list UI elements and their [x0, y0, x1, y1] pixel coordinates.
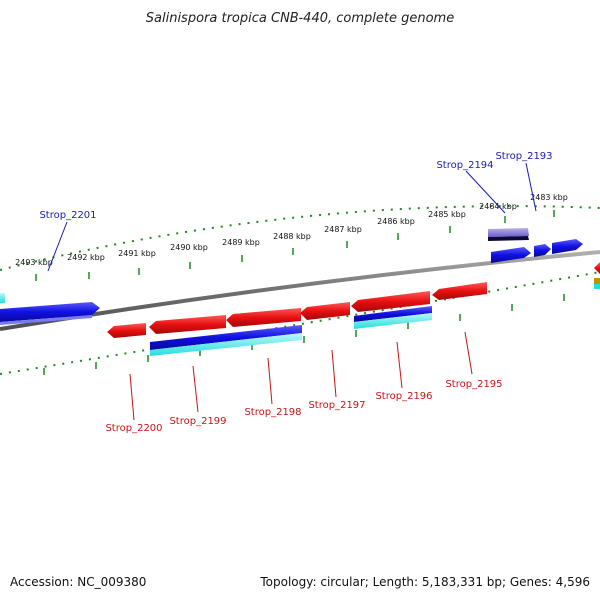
tick-label-2484: 2484 kbp [479, 202, 517, 211]
gene-strop-2200 [107, 323, 146, 338]
tick-label-2485: 2485 kbp [428, 210, 466, 219]
gene-strop-2199 [149, 315, 226, 334]
tick-label-2492: 2492 kbp [67, 253, 105, 262]
gene-label-strop-2196: Strop_2196 [375, 391, 432, 402]
tick-label-2491: 2491 kbp [118, 249, 156, 258]
tick-label-2489: 2489 kbp [222, 238, 260, 247]
gene-strop-2198 [226, 308, 301, 327]
gene-strop-2193-a [491, 247, 531, 263]
gene-label-strop-2197: Strop_2197 [308, 400, 365, 411]
tick-label-2493: 2493 kbp [15, 258, 53, 267]
forward-genes [0, 228, 583, 325]
tick-label-2490: 2490 kbp [170, 243, 208, 252]
gene-label-strop-2199: Strop_2199 [169, 416, 226, 427]
gene-label-strop-2201: Strop_2201 [39, 210, 96, 221]
tick-label-2487: 2487 kbp [324, 225, 362, 234]
gene-strop-2201-shadow [0, 315, 92, 325]
gene-labels-bottom: Strop_2195 Strop_2196 Strop_2197 Strop_2… [105, 379, 502, 434]
gene-stack-cyan-1 [150, 333, 302, 356]
gene-strop-2193-b [534, 244, 551, 257]
gene-left-cyan [0, 293, 5, 303]
gene-strop-2197 [300, 302, 350, 320]
tick-label-2488: 2488 kbp [273, 232, 311, 241]
gene-strop-2196 [351, 291, 430, 312]
gene-label-strop-2195: Strop_2195 [445, 379, 502, 390]
tick-label-2483: 2483 kbp [530, 193, 568, 202]
gene-label-strop-2198: Strop_2198 [244, 407, 301, 418]
gene-label-strop-2193: Strop_2193 [495, 151, 552, 162]
gene-right-olive [594, 278, 600, 284]
gene-strop-2195 [432, 282, 487, 300]
tick-labels: 2483 kbp 2484 kbp 2485 kbp 2486 kbp 2487… [15, 193, 568, 267]
chart-title: Salinispora tropica CNB-440, complete ge… [146, 11, 454, 26]
genome-summary-text: Topology: circular; Length: 5,183,331 bp… [260, 575, 590, 589]
accession-text: Accession: NC_009380 [10, 575, 147, 589]
gene-label-strop-2194: Strop_2194 [436, 160, 493, 171]
reverse-genes [107, 262, 600, 356]
gene-strop-2194-a [488, 228, 529, 237]
label-leaders-bottom [129, 331, 473, 421]
gene-label-strop-2200: Strop_2200 [105, 423, 162, 434]
label-leaders-top [47, 162, 537, 272]
major-ticks [35, 210, 555, 281]
inner-major-ticks [43, 294, 565, 375]
gene-strop-2193-c [552, 239, 583, 254]
gene-right-red [594, 262, 600, 274]
gene-right-cyan [594, 284, 600, 289]
gene-stack-blue-1 [150, 325, 302, 350]
tick-label-2486: 2486 kbp [377, 217, 415, 226]
gene-stack-blue-2 [354, 306, 432, 322]
gene-labels-top: Strop_2193 Strop_2194 Strop_2201 [39, 151, 552, 221]
gene-strop-2201 [0, 302, 100, 322]
inner-tick-ring [0, 271, 600, 375]
gene-stack-cyan-2 [354, 313, 432, 329]
gene-strop-2194-b [488, 236, 529, 241]
